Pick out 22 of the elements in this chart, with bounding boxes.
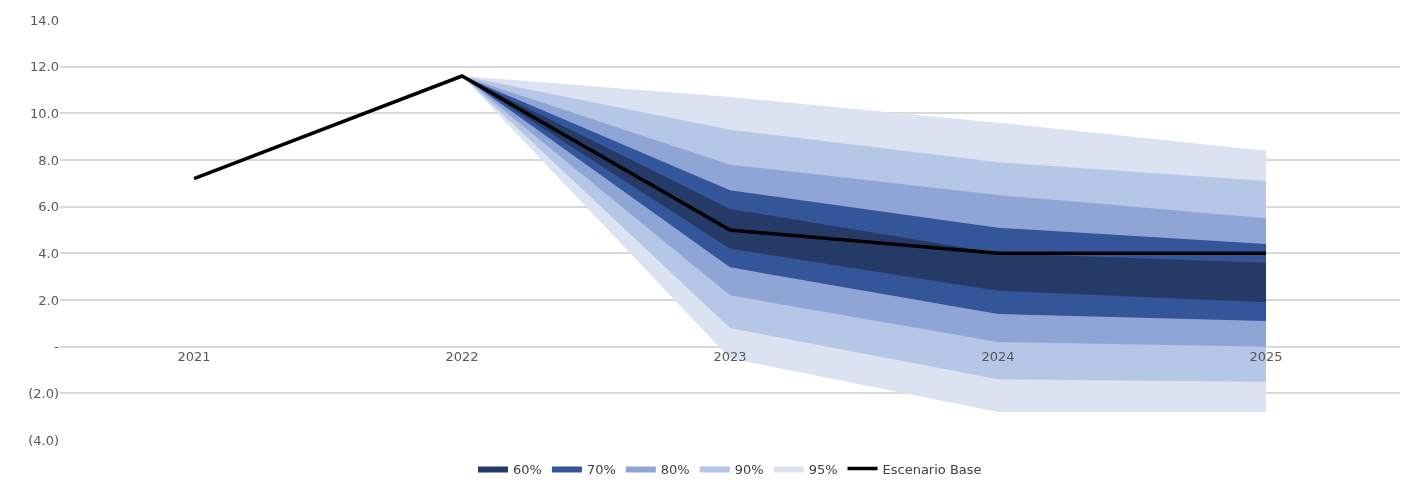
y-tick-label: 6.0 xyxy=(38,199,59,215)
line-series xyxy=(192,74,1268,256)
y-tick-label: 4.0 xyxy=(38,245,59,261)
legend-label: 95% xyxy=(808,461,838,477)
y-tick-label: (2.0) xyxy=(28,385,59,401)
legend-label: 80% xyxy=(660,461,690,477)
x-tick-label: 2022 xyxy=(445,348,479,364)
x-tick-label: 2024 xyxy=(981,348,1015,364)
y-tick-label: 2.0 xyxy=(38,292,59,308)
y-tick-label: - xyxy=(54,339,60,355)
y-tick-label: 14.0 xyxy=(30,12,59,28)
x-tick-label: 2025 xyxy=(1249,348,1283,364)
x-tick-label: 2023 xyxy=(713,348,747,364)
legend-label: 90% xyxy=(734,461,764,477)
y-tick-label: 8.0 xyxy=(38,152,59,168)
legend-label: 70% xyxy=(586,461,616,477)
x-tick-label: 2021 xyxy=(177,348,211,364)
y-tick-label: 12.0 xyxy=(30,59,59,75)
legend-label: 60% xyxy=(513,461,542,477)
y-tick-label: 10.0 xyxy=(30,105,59,121)
y-tick-label: (4.0) xyxy=(28,432,59,448)
legend-label: Escenario Base xyxy=(882,461,982,477)
